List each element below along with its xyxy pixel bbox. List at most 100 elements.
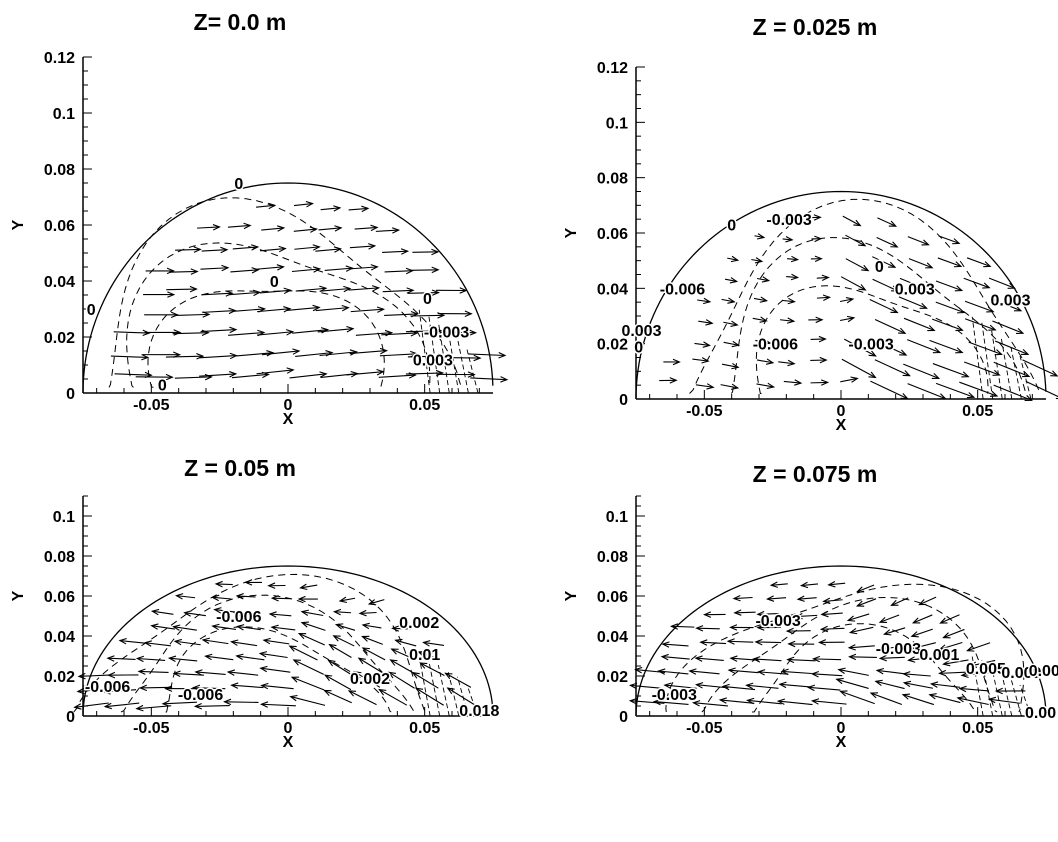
velocity-vector xyxy=(843,216,861,225)
vector-shaft xyxy=(302,623,325,631)
velocity-vector xyxy=(731,625,754,630)
velocity-vector xyxy=(801,582,818,587)
velocity-vector xyxy=(727,256,738,261)
velocity-vector xyxy=(236,351,273,356)
velocity-vector xyxy=(299,596,318,601)
y-tick-label: 0.08 xyxy=(597,171,628,188)
velocity-vector xyxy=(817,295,830,300)
velocity-vector xyxy=(423,641,444,646)
y-tick-label: 0.12 xyxy=(44,50,75,67)
vector-shaft xyxy=(468,354,505,356)
velocity-vector xyxy=(75,703,109,709)
vector-shaft xyxy=(420,663,444,676)
vector-shaft xyxy=(843,216,861,225)
velocity-vector xyxy=(203,638,228,643)
velocity-vector xyxy=(994,385,1032,400)
velocity-vector xyxy=(782,669,812,674)
vector-shaft xyxy=(842,359,876,377)
velocity-vector xyxy=(420,663,444,676)
y-tick-label: 0.12 xyxy=(597,60,628,77)
velocity-vector xyxy=(199,353,236,358)
velocity-vector xyxy=(876,680,905,688)
velocity-vector xyxy=(225,699,259,704)
vector-shaft xyxy=(176,314,209,315)
velocity-vector xyxy=(349,691,376,705)
velocity-vector xyxy=(877,218,895,226)
velocity-vector xyxy=(175,639,201,644)
velocity-vector xyxy=(380,351,417,356)
velocity-vector xyxy=(696,384,713,389)
velocity-vector xyxy=(812,215,820,220)
velocity-vector xyxy=(269,583,286,588)
velocity-vector xyxy=(355,225,378,230)
velocity-vector xyxy=(291,696,325,706)
velocity-vector xyxy=(840,316,854,321)
velocity-vector xyxy=(334,609,351,614)
velocity-vector xyxy=(231,640,257,646)
velocity-vector xyxy=(850,627,873,633)
contour-value-label: 0.003 xyxy=(621,323,661,340)
velocity-vector xyxy=(385,268,413,273)
velocity-vector xyxy=(376,228,399,233)
velocity-vector xyxy=(143,292,174,297)
vector-shaft xyxy=(919,597,936,604)
velocity-vector xyxy=(294,202,313,207)
velocity-vector xyxy=(747,698,781,703)
vector-shaft xyxy=(812,674,842,676)
velocity-vector xyxy=(111,354,148,359)
velocity-vector xyxy=(325,266,353,271)
contour-value-label: 0 xyxy=(634,339,643,356)
velocity-vector xyxy=(261,666,291,672)
velocity-vector xyxy=(821,626,844,631)
velocity-vector xyxy=(756,383,773,388)
velocity-vector xyxy=(325,675,351,689)
velocity-vector xyxy=(789,641,814,646)
velocity-vector xyxy=(960,686,989,691)
vector-shaft xyxy=(909,259,932,268)
y-tick-label: 0.08 xyxy=(44,549,75,566)
vector-shaft xyxy=(410,315,444,316)
velocity-vector xyxy=(932,319,962,330)
velocity-vector xyxy=(173,625,196,630)
vector-shaft xyxy=(875,360,910,376)
contour-line xyxy=(982,322,993,399)
velocity-vector xyxy=(936,281,962,291)
vector-shaft xyxy=(330,645,352,658)
velocity-vector xyxy=(811,236,821,241)
vector-shaft xyxy=(989,699,1020,703)
vector-shaft xyxy=(846,259,868,271)
vector-head xyxy=(448,688,455,694)
contour-value-label: 0.001 xyxy=(919,647,959,664)
vector-shaft xyxy=(877,238,898,247)
vector-shaft xyxy=(202,311,235,313)
velocity-vector xyxy=(931,682,960,687)
velocity-vector xyxy=(798,596,817,601)
velocity-vector xyxy=(904,318,934,330)
velocity-vector xyxy=(336,624,355,630)
x-tick-label: 0.05 xyxy=(962,403,993,420)
velocity-vector xyxy=(771,582,788,587)
velocity-vector xyxy=(237,594,256,599)
velocity-vector xyxy=(808,685,840,690)
velocity-vector xyxy=(877,238,898,247)
velocity-vector xyxy=(379,690,407,706)
y-tick-label: 0.1 xyxy=(53,509,75,526)
velocity-vector xyxy=(757,359,773,364)
velocity-vector xyxy=(845,235,865,246)
velocity-vector xyxy=(79,673,109,678)
vector-shaft xyxy=(837,679,869,688)
velocity-vector xyxy=(114,330,149,335)
velocity-vector xyxy=(757,277,769,282)
vector-shaft xyxy=(994,385,1032,400)
vector-shaft xyxy=(813,659,841,660)
vector-shaft xyxy=(870,300,898,313)
domain-boundary xyxy=(83,566,493,716)
velocity-vector xyxy=(965,319,995,330)
velocity-vector xyxy=(846,259,868,271)
contour-value-label: 0.01 xyxy=(409,647,440,664)
x-axis-label: X xyxy=(836,417,847,434)
y-tick-label: 0.1 xyxy=(606,509,628,526)
y-tick-label: 0.06 xyxy=(597,589,628,606)
vector-shaft xyxy=(329,660,353,675)
